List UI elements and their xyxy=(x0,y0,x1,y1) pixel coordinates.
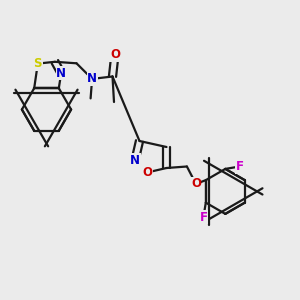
Text: O: O xyxy=(142,166,152,179)
Text: O: O xyxy=(191,177,201,190)
Text: S: S xyxy=(34,57,42,70)
Text: O: O xyxy=(110,48,120,62)
Text: N: N xyxy=(87,72,97,86)
Text: F: F xyxy=(200,211,207,224)
Text: N: N xyxy=(130,154,140,167)
Text: F: F xyxy=(236,160,244,173)
Text: N: N xyxy=(56,67,66,80)
